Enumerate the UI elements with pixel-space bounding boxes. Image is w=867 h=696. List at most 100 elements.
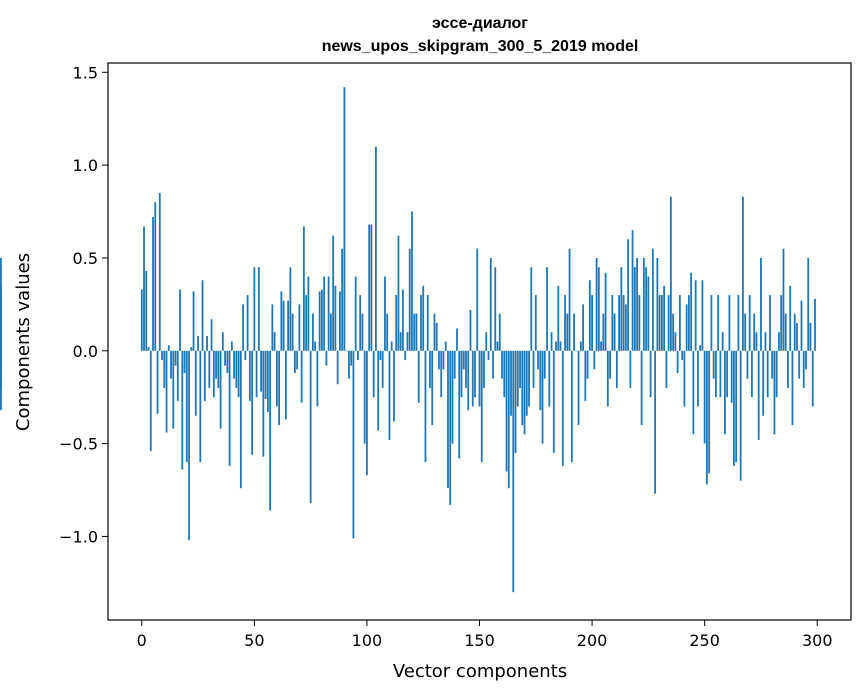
- bar-57: [269, 350, 272, 511]
- bar-185: [557, 285, 560, 351]
- bar-151: [480, 350, 483, 463]
- bar-1: [143, 226, 145, 351]
- bar-293: [800, 300, 803, 351]
- bar-267: [742, 196, 744, 351]
- bar-268: [744, 313, 747, 351]
- bar-169: [521, 350, 524, 426]
- bar-235: [669, 196, 672, 351]
- bar-134: [442, 350, 445, 370]
- bar-271: [751, 350, 753, 398]
- bar-199: [588, 280, 591, 351]
- bar-149: [476, 248, 479, 351]
- bar-147: [471, 350, 474, 407]
- bar-112: [393, 350, 395, 422]
- bar-111: [390, 341, 393, 351]
- bar-208: [609, 350, 611, 379]
- bar-77: [314, 341, 317, 351]
- y-tick-label: 1.0: [73, 156, 98, 175]
- bar-0: [140, 289, 143, 351]
- bar-16: [176, 350, 179, 401]
- bar-61: [278, 350, 281, 426]
- bar-100: [366, 350, 368, 476]
- bar-35: [219, 350, 222, 429]
- bar-27: [201, 280, 204, 351]
- bar-175: [534, 295, 537, 351]
- bar-137: [449, 350, 452, 505]
- bar-213: [620, 267, 623, 351]
- bar-113: [395, 295, 398, 351]
- bar-92: [348, 350, 350, 379]
- y-axis-label: Components values: [13, 253, 34, 431]
- bar-144: [465, 350, 467, 388]
- bar-290: [793, 313, 796, 351]
- bar-182: [550, 332, 553, 351]
- bar-168: [519, 350, 521, 388]
- bar-270: [748, 295, 751, 351]
- bar-63: [282, 300, 285, 351]
- bar-49: [251, 350, 253, 455]
- bar-283: [778, 332, 780, 351]
- bar-164: [510, 350, 512, 416]
- bar-24: [194, 350, 197, 416]
- bar-183: [552, 350, 555, 453]
- bar-119: [408, 248, 411, 351]
- bar-152: [483, 350, 485, 388]
- bar-173: [530, 267, 533, 351]
- bar-69: [296, 350, 299, 370]
- bar-295: [805, 350, 807, 370]
- bar-230: [658, 295, 661, 351]
- bar-210: [613, 313, 616, 351]
- bar-184: [555, 341, 557, 351]
- bar-188: [564, 295, 566, 351]
- bar-231: [660, 295, 663, 351]
- bar-29: [206, 335, 208, 351]
- bar-192: [573, 313, 575, 351]
- bar-238: [676, 350, 679, 374]
- bar-33: [215, 350, 217, 379]
- bar-159: [498, 313, 501, 351]
- bar-141: [458, 350, 461, 459]
- bar-83: [327, 276, 330, 351]
- bar-261: [728, 295, 731, 351]
- bar-43: [237, 350, 240, 398]
- bar-127: [426, 295, 429, 351]
- bar-186: [559, 341, 562, 351]
- bar-131: [435, 322, 438, 351]
- bar-197: [584, 350, 587, 401]
- bar-37: [224, 350, 226, 366]
- bar-15: [174, 350, 177, 366]
- bar-161: [503, 350, 506, 398]
- bar-52: [257, 267, 260, 351]
- bar-224: [645, 267, 648, 351]
- bar-125: [422, 285, 425, 351]
- bar-132: [438, 350, 440, 370]
- bar-undefined: [0, 309, 2, 351]
- bar-6: [154, 202, 157, 351]
- bar-179: [543, 350, 546, 379]
- bar-299: [814, 298, 816, 351]
- bar-94: [352, 350, 355, 539]
- bar-195: [579, 341, 582, 351]
- bar-124: [420, 295, 422, 351]
- bar-4: [149, 350, 152, 452]
- bar-171: [525, 350, 528, 416]
- bar-11: [165, 350, 168, 433]
- bar-5: [152, 217, 154, 351]
- bar-281: [773, 350, 776, 435]
- bar-106: [379, 350, 382, 361]
- bar-128: [429, 350, 431, 388]
- bar-93: [350, 350, 353, 366]
- bar-20: [185, 350, 188, 463]
- bar-101: [368, 224, 371, 351]
- bar-244: [690, 272, 693, 351]
- bar-54: [262, 350, 265, 457]
- bar-26: [199, 350, 202, 463]
- bar-282: [775, 350, 778, 398]
- bar-96: [357, 350, 359, 361]
- bar-107: [381, 350, 384, 388]
- bar-84: [330, 313, 332, 351]
- bar-121: [413, 313, 416, 351]
- bar-55: [264, 350, 267, 400]
- bar-297: [809, 322, 812, 351]
- y-tick-label: 0.0: [73, 342, 98, 361]
